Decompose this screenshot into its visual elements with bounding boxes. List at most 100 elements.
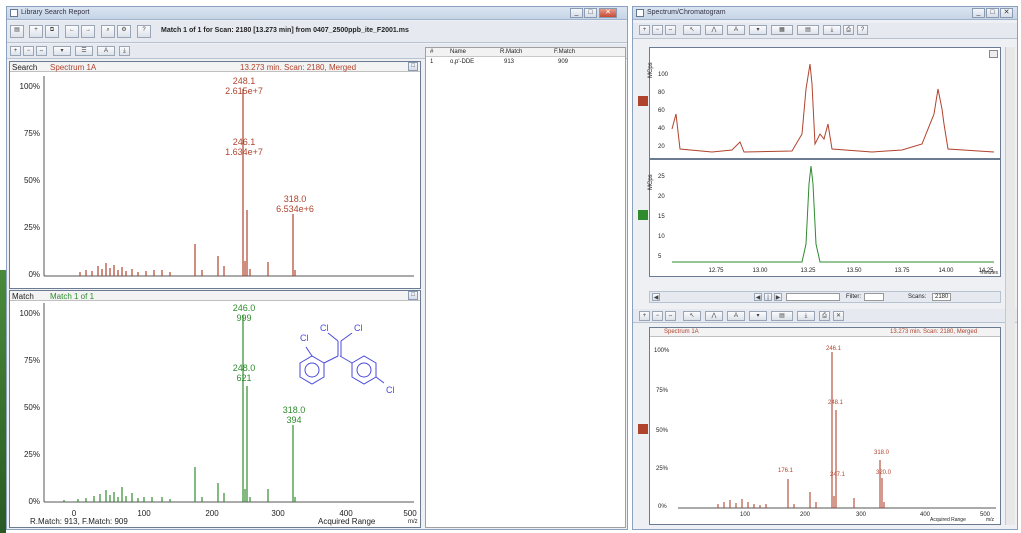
label-tool-icon[interactable]: A xyxy=(727,25,745,35)
col-header-rmatch[interactable]: R.Match xyxy=(500,49,523,55)
zoom-in-icon[interactable]: + xyxy=(639,25,650,35)
fit-icon[interactable]: ⇔ xyxy=(36,46,47,56)
match-score-footer: R.Match: 913, F.Match: 909 xyxy=(30,517,128,526)
scan-field[interactable] xyxy=(786,293,840,301)
export-icon[interactable]: ⤓ xyxy=(797,311,815,321)
help-icon[interactable]: ? xyxy=(857,25,868,35)
label-menu-button[interactable]: A xyxy=(97,46,115,56)
chromatogram-top-trace[interactable] xyxy=(671,54,995,158)
x-tick: 200 xyxy=(800,512,811,518)
zoom-out-icon[interactable]: − xyxy=(652,311,663,321)
fit-icon[interactable]: ⇔ xyxy=(665,311,676,321)
filter-label: Filter: xyxy=(846,294,861,300)
window-titlebar[interactable]: Library Search Report _ □ ✕ xyxy=(7,7,627,20)
vertical-scrollbar[interactable] xyxy=(1005,47,1015,525)
zoom-button[interactable]: ⌕ xyxy=(101,25,115,38)
peak-abundance: 999 xyxy=(236,313,252,323)
ylabel-top: MCps xyxy=(648,62,654,78)
zoom-out-icon[interactable]: − xyxy=(652,25,663,35)
export-icon[interactable]: ⤓ xyxy=(823,25,841,35)
peak-mz: 246.0 xyxy=(232,303,256,313)
col-header-fmatch[interactable]: F.Match xyxy=(554,49,576,55)
minimize-button[interactable]: _ xyxy=(972,8,985,18)
search-spectrum-plot[interactable] xyxy=(43,76,414,286)
export-button[interactable]: ⤓ xyxy=(119,46,130,56)
tool-menu-button[interactable]: ▾ xyxy=(53,46,71,56)
next-scan-button[interactable]: ▶ xyxy=(774,293,782,301)
fit-icon[interactable]: ⇔ xyxy=(665,25,676,35)
filter-dropdown[interactable] xyxy=(864,293,884,301)
x-tick: 13.25 xyxy=(800,268,816,274)
zoom-in-icon[interactable]: + xyxy=(10,46,21,56)
spectrum-panel: Spectrum 1A 13.273 min. Scan: 2180, Merg… xyxy=(638,327,1001,525)
prev-scan-button[interactable]: ◀ xyxy=(754,293,762,301)
panel-expand-icon[interactable]: □ xyxy=(408,291,418,300)
layout-icon[interactable]: ▤ xyxy=(771,311,793,321)
match-label: Match xyxy=(12,292,34,301)
spectrum-chromatogram-window: Spectrum/Chromatogram _ □ ✕ + − ⇔ ↖ ⋀ A … xyxy=(632,6,1018,530)
col-header-index[interactable]: # xyxy=(430,49,434,55)
spectrum-name[interactable]: Spectrum 1A xyxy=(50,63,97,72)
y-tick: 5 xyxy=(658,254,662,260)
panel-close-icon[interactable] xyxy=(989,50,998,58)
y-tick-0: 0% xyxy=(28,270,40,279)
close-button[interactable]: ✕ xyxy=(599,8,617,18)
match-spectrum-plot[interactable] xyxy=(43,303,414,508)
arrow-right-button[interactable]: → xyxy=(81,25,95,38)
help-button[interactable]: ? xyxy=(137,25,151,38)
y-tick: 20 xyxy=(658,194,665,200)
print-icon[interactable]: ⎙ xyxy=(843,25,854,35)
x-tick: 14.00 xyxy=(938,268,954,274)
window-title: Library Search Report xyxy=(21,9,90,16)
layout-icon[interactable]: ▤ xyxy=(797,25,819,35)
x-tick: 13.00 xyxy=(752,268,768,274)
table-row[interactable]: 1 o,p'-DDE 913 909 xyxy=(426,58,625,67)
results-table-panel: # Name R.Match F.Match 1 o,p'-DDE 913 90… xyxy=(425,47,626,528)
peak-tool-icon[interactable]: ⋀ xyxy=(705,311,723,321)
plot-options-icon[interactable]: ▦ xyxy=(771,25,793,35)
spectrum-name[interactable]: Spectrum 1A xyxy=(664,329,699,335)
close-button[interactable]: ✕ xyxy=(1000,8,1013,18)
zoom-out-icon[interactable]: − xyxy=(23,46,34,56)
minimize-button[interactable]: _ xyxy=(570,8,583,18)
copy-button[interactable]: ⧉ xyxy=(45,25,59,38)
label-tool-icon[interactable]: A xyxy=(727,311,745,321)
row-fmatch: 909 xyxy=(558,59,569,65)
first-scan-button[interactable]: | xyxy=(764,293,772,301)
structure-cl-1: Cl xyxy=(300,333,309,343)
chromatogram-bottom-trace[interactable] xyxy=(672,164,994,264)
desktop-background xyxy=(0,270,6,533)
panel-expand-icon[interactable]: □ xyxy=(408,62,418,71)
maximize-button[interactable]: □ xyxy=(584,8,597,18)
spectrum-plot[interactable] xyxy=(678,342,996,512)
x-tick-500: 500 xyxy=(403,509,417,518)
match-name[interactable]: Match 1 of 1 xyxy=(50,292,95,301)
scroll-left-button[interactable]: ◀ xyxy=(652,293,660,301)
peak-mz: 248.1 xyxy=(232,76,256,86)
maximize-button[interactable]: □ xyxy=(986,8,999,18)
window-titlebar[interactable]: Spectrum/Chromatogram _ □ ✕ xyxy=(633,7,1017,20)
spec-peak-label-320: 320.0 xyxy=(876,470,892,476)
settings-button[interactable]: ⚙ xyxy=(117,25,131,38)
y-tick: 100% xyxy=(654,348,670,354)
print-icon[interactable]: ⎙ xyxy=(819,311,830,321)
scans-value[interactable]: 2180 xyxy=(932,293,952,301)
arrow-left-button[interactable]: ← xyxy=(65,25,79,38)
spectrum-toolbar: + − ⇔ ↖ ⋀ A ▾ ▤ ⤓ ⎙ ✕ xyxy=(633,309,1017,323)
view-menu-button[interactable]: ☰ xyxy=(75,46,93,56)
peak-abundance: 394 xyxy=(286,415,302,425)
add-button[interactable]: + xyxy=(29,25,43,38)
peak-mz: 248.0 xyxy=(232,363,256,373)
peak-tool-icon[interactable]: ⋀ xyxy=(705,25,723,35)
marker-tool-icon[interactable]: ▾ xyxy=(749,311,767,321)
cursor-tool-icon[interactable]: ↖ xyxy=(683,25,701,35)
print-button[interactable]: ▤ xyxy=(10,25,24,38)
marker-tool-icon[interactable]: ▾ xyxy=(749,25,767,35)
y-tick: 0% xyxy=(658,504,667,510)
close-panel-icon[interactable]: ✕ xyxy=(833,311,844,321)
col-header-name[interactable]: Name xyxy=(450,49,467,55)
zoom-in-icon[interactable]: + xyxy=(639,311,650,321)
y-tick: 10 xyxy=(658,234,665,240)
cursor-tool-icon[interactable]: ↖ xyxy=(683,311,701,321)
match-peak-label-248: 248.0 621 xyxy=(214,363,274,383)
